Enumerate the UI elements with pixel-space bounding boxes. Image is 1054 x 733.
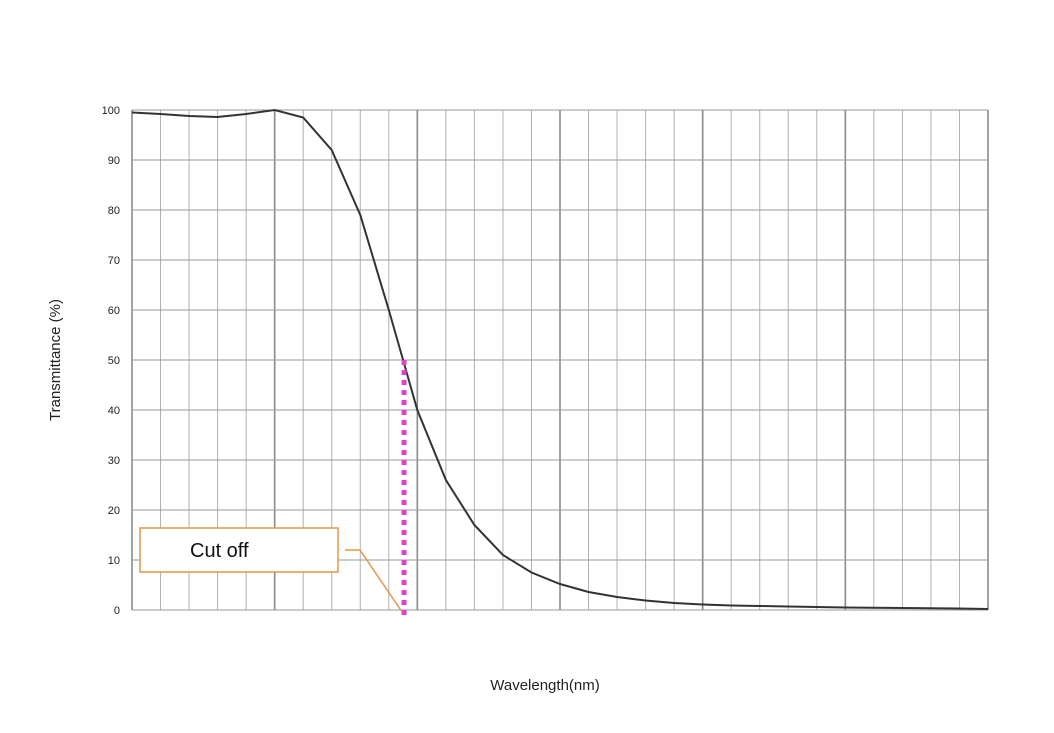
y-tick-label: 60 [108, 305, 120, 317]
y-tick-label: 50 [108, 355, 120, 367]
callout-leader-line [345, 549, 403, 613]
y-tick-label: 100 [102, 105, 120, 117]
y-tick-label: 30 [108, 455, 120, 467]
y-tick-label: 40 [108, 405, 120, 417]
y-tick-label: 90 [108, 155, 120, 167]
transmittance-curve [131, 108, 989, 610]
major-grid [131, 109, 989, 611]
y-tick-label: 80 [108, 205, 120, 217]
y-tick-label: 10 [108, 555, 120, 567]
x-axis-title: Wavelength(nm) [490, 677, 599, 694]
cutoff-callout-text: Cut off [190, 540, 249, 562]
y-tick-labels: 0 10 20 30 40 50 60 70 80 90 100 [102, 105, 120, 617]
y-tick-label: 70 [108, 255, 120, 267]
y-tick-label: 0 [114, 605, 120, 617]
y-tick-label: 20 [108, 505, 120, 517]
y-axis-title: Transmittance (%) [47, 299, 64, 421]
cutoff-callout-box [139, 527, 339, 573]
